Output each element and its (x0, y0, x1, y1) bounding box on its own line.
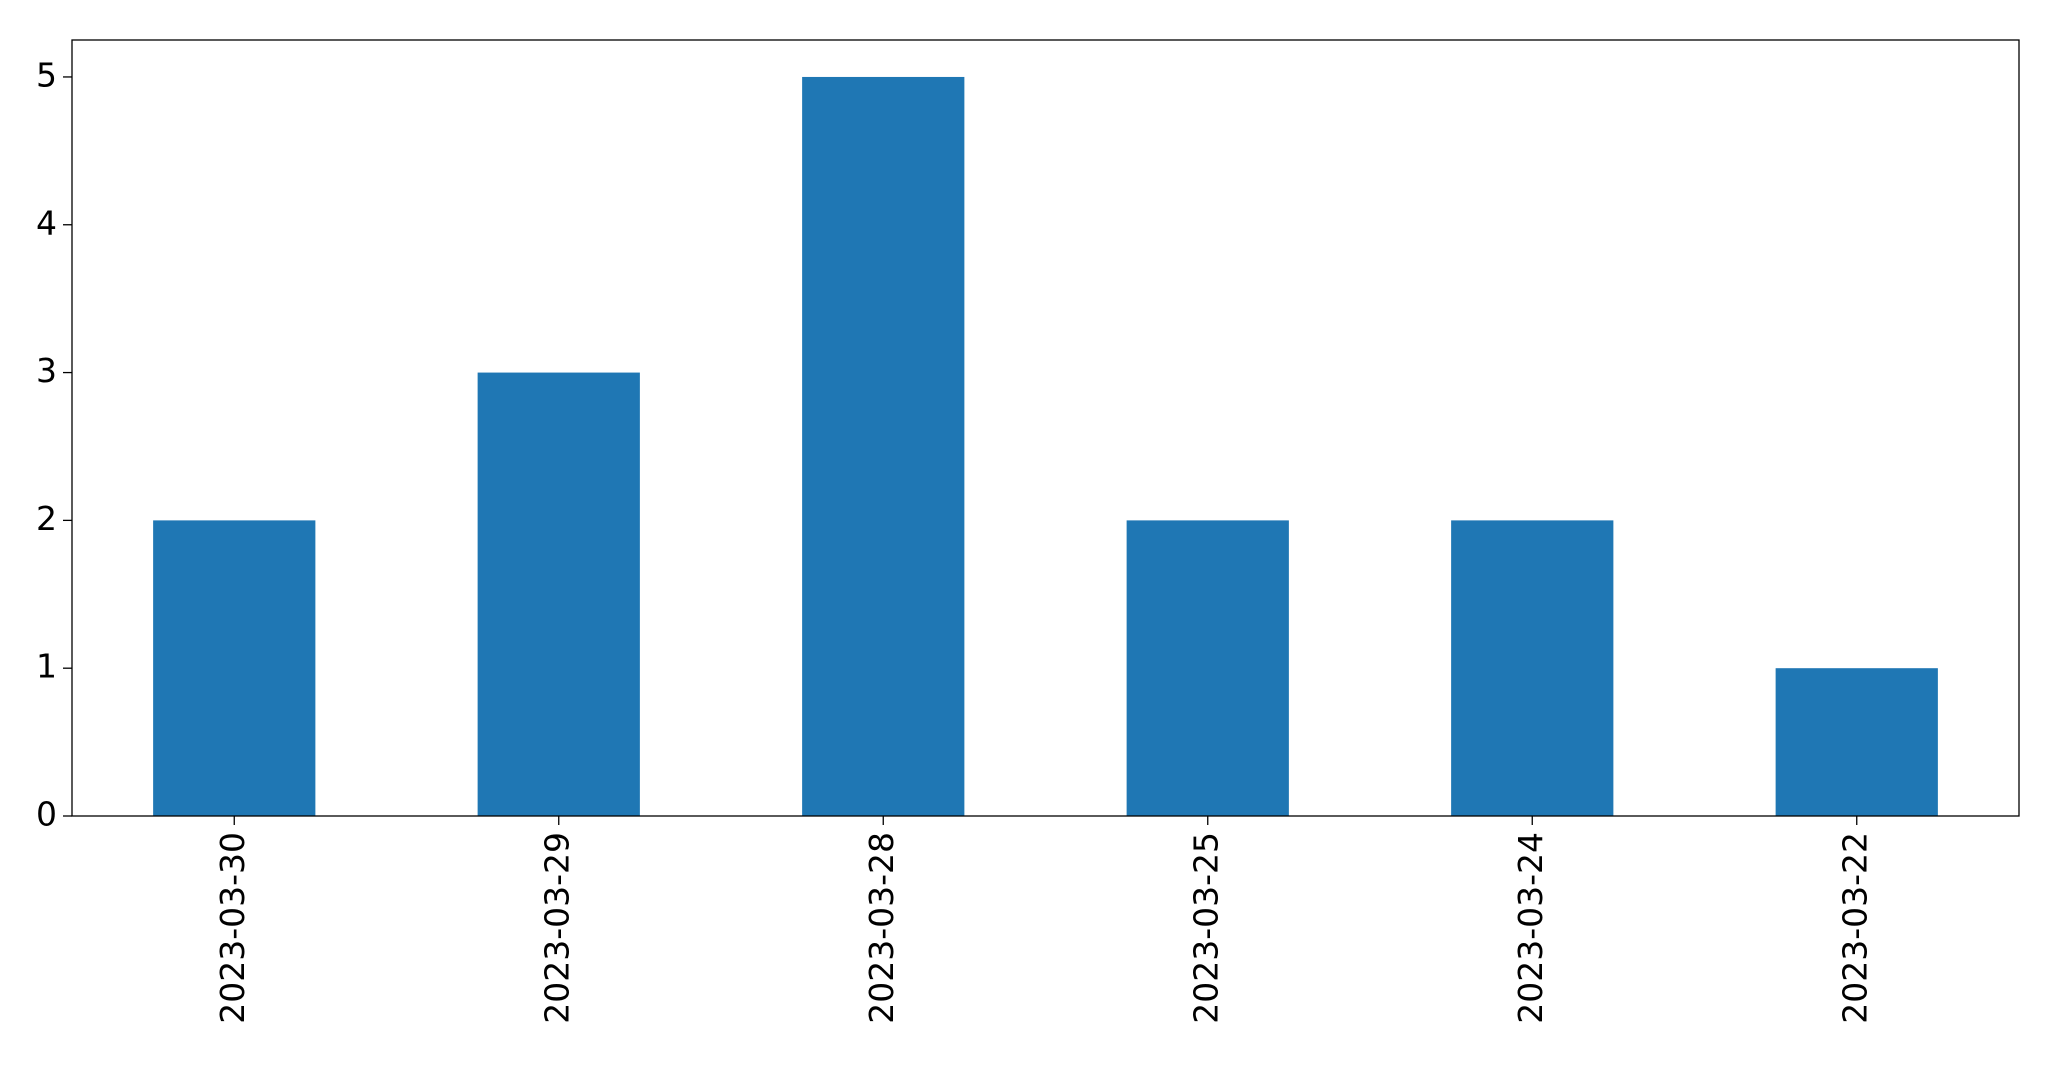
x-tick-label: 2023-03-22 (1835, 832, 1874, 1024)
plot-frame (71, 39, 2020, 817)
x-tick-label: 2023-03-29 (537, 832, 576, 1024)
x-axis: 2023-03-30 2023-03-29 2023-03-28 2023-03-25… (213, 816, 1874, 1024)
bar-2023-03-28 (802, 76, 965, 816)
y-tick-label: 2 (36, 499, 57, 538)
x-tick-label: 2023-03-30 (213, 832, 252, 1024)
x-tick-label: 2023-03-24 (1511, 832, 1550, 1024)
x-tick-label: 2023-03-25 (1186, 832, 1225, 1024)
y-axis: 0 1 2 3 4 5 (36, 55, 72, 834)
bar-2023-03-24 (1451, 520, 1614, 816)
y-tick-label: 1 (36, 647, 57, 686)
y-tick-label: 3 (36, 351, 57, 390)
bar-2023-03-22 (1775, 668, 1938, 816)
bar-2023-03-29 (477, 372, 640, 816)
y-tick-label: 0 (36, 795, 57, 834)
bars-layer (153, 76, 1938, 816)
y-tick-label: 5 (36, 55, 57, 94)
x-tick-label: 2023-03-28 (862, 832, 901, 1024)
y-tick-label: 4 (36, 203, 57, 242)
bar-2023-03-25 (1126, 520, 1289, 816)
bar-2023-03-30 (153, 520, 316, 816)
